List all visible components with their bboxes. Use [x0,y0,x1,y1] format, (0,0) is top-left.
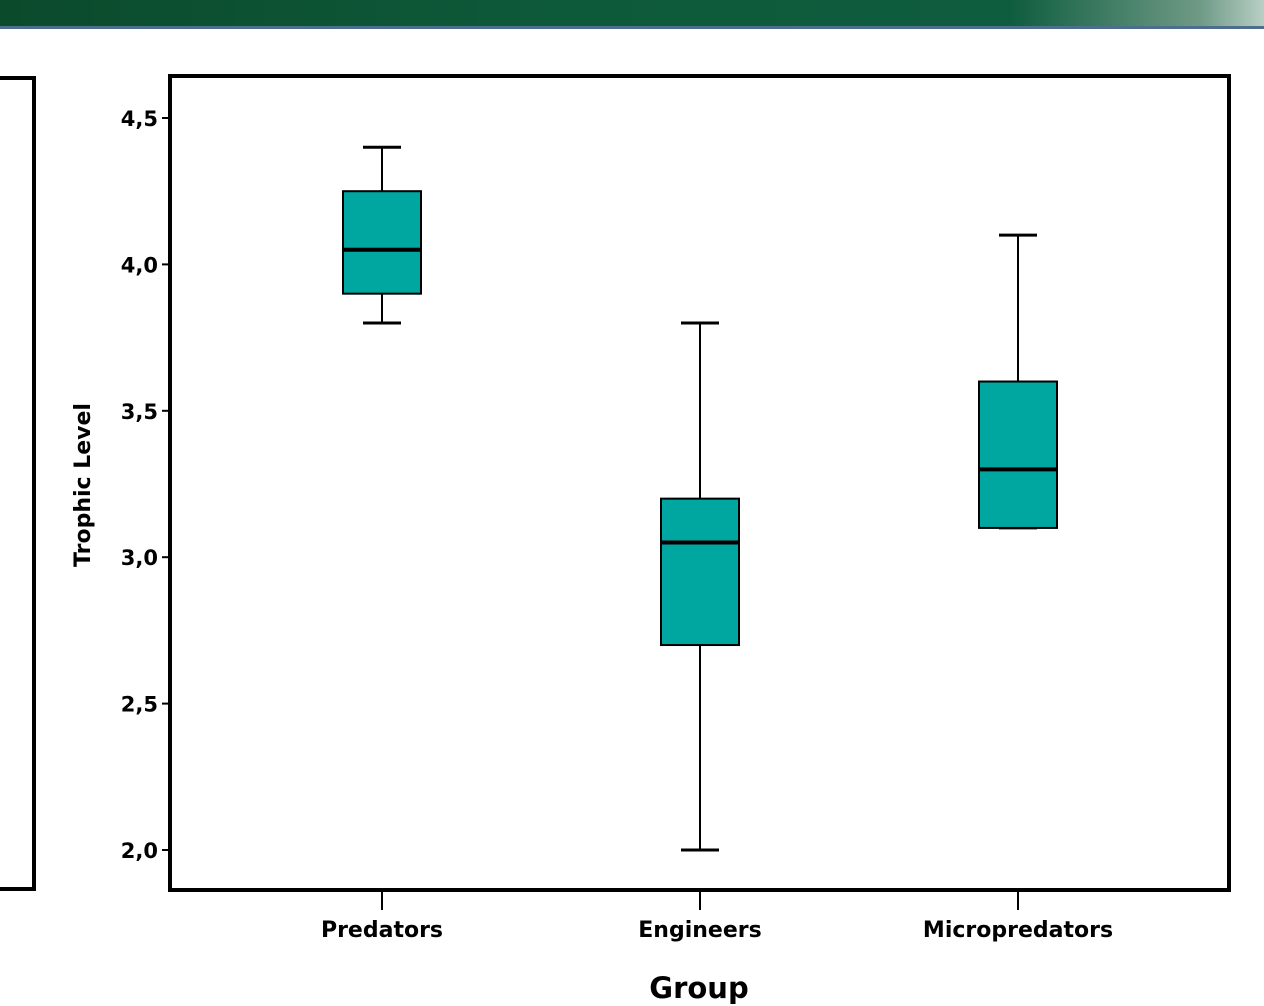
x-tick-label: Micropredators [923,918,1113,943]
x-axis: Predators Engineers Micropredators [321,890,1113,943]
box-series [342,145,1058,852]
x-tick-label: Engineers [638,918,761,943]
y-tick-label: 4,0 [121,253,158,277]
box-iqr [978,380,1058,529]
adjacent-chart-frame [0,76,36,891]
y-tick-label: 3,5 [121,400,158,424]
box-engineers [660,321,740,852]
y-tick-label: 4,5 [121,107,158,131]
box-iqr [342,190,422,295]
y-tick-label: 2,0 [121,839,158,863]
x-axis-title: Group [649,971,748,1005]
header-divider [0,26,1264,29]
y-tick-label: 2,5 [121,693,158,717]
header-banner [0,0,1264,26]
box-iqr [660,497,740,647]
box-micropredators [978,233,1058,530]
y-axis: 2,0 2,5 3,0 3,5 4,0 4,5 [121,107,170,863]
y-axis-title: Trophic Level [71,403,96,567]
y-tick-label: 3,0 [121,546,158,570]
box-predators [342,145,422,325]
x-tick-label: Predators [321,918,443,943]
